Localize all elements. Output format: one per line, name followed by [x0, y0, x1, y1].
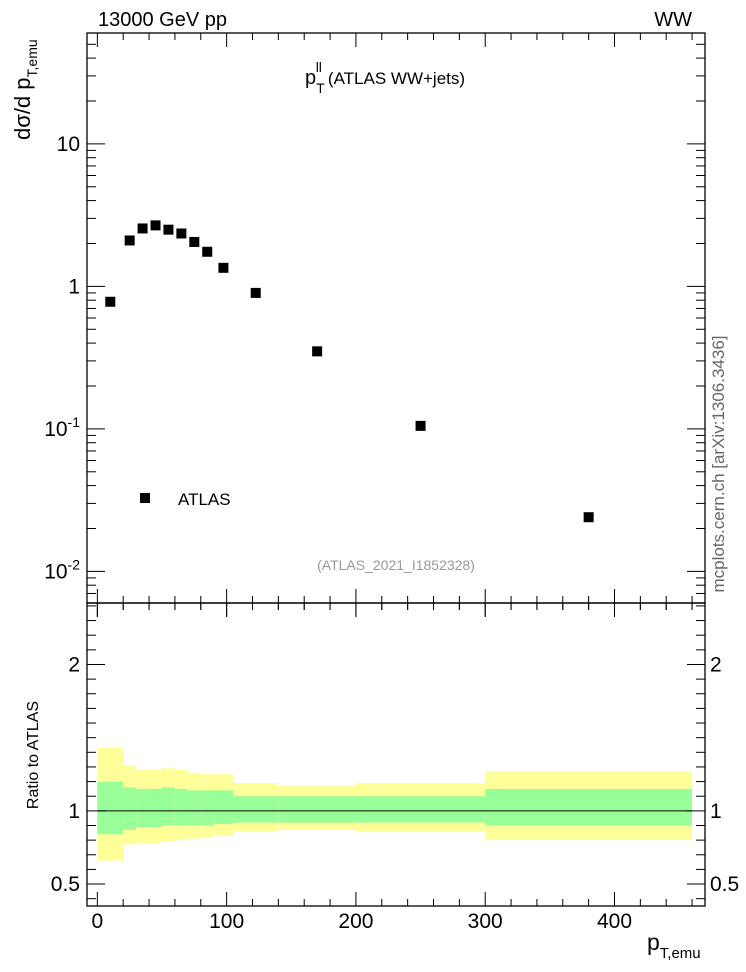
- y-tick-label-base: 1: [68, 275, 80, 298]
- data-point: [218, 262, 229, 273]
- y-tick-label: 10-1: [44, 414, 80, 441]
- y-tick-label-exponent: -2: [68, 556, 81, 572]
- ratio-inner-band-3: [149, 788, 162, 827]
- ratio-inner-band-8: [213, 790, 234, 825]
- x-axis-label-main: p: [647, 929, 660, 955]
- data-point: [176, 228, 187, 239]
- x-axis-label: pT,emu: [647, 929, 701, 962]
- data-point: [163, 224, 174, 235]
- data-point: [105, 296, 116, 307]
- ratio-inner-band-5: [174, 788, 188, 826]
- data-point: [150, 220, 161, 231]
- side-label: mcplots.cern.ch [arXiv:1306.3436]: [709, 335, 728, 592]
- y-tick-label-base: 10: [57, 133, 80, 156]
- y-tick-label-exponent: -1: [68, 414, 81, 430]
- y-axis-label-main: dσ/d p: [10, 77, 35, 140]
- ratio-inner-band-11: [355, 796, 486, 823]
- ratio-inner-band-12: [485, 788, 693, 826]
- data-point: [415, 420, 426, 431]
- data-point: [137, 223, 148, 234]
- data-point: [250, 287, 261, 298]
- legend-marker-atlas: [140, 493, 150, 503]
- ratio-plot-frame: [86, 602, 706, 907]
- data-point: [124, 235, 135, 246]
- x-tick-label: 0: [91, 910, 103, 933]
- y-tick-label: 10-2: [44, 556, 80, 583]
- ratio-bands: [97, 747, 693, 861]
- x-axis-label-sub: T,emu: [660, 945, 701, 962]
- ratio-y-axis-label: Ratio to ATLAS: [25, 701, 42, 809]
- header-right: WW: [654, 9, 692, 31]
- y-tick-label: 10: [57, 133, 80, 156]
- ratio-inner-band-0: [97, 781, 124, 835]
- y-tick-label-base: 10: [44, 418, 67, 441]
- plot-title-sup: ll: [316, 59, 322, 75]
- ratio-y-tick-label-right: 0.5: [710, 873, 739, 896]
- ratio-y-tick-label-right: 1: [710, 800, 722, 823]
- axis-ticks: [87, 32, 705, 906]
- plot-title-main: p: [305, 67, 316, 89]
- plot-title: pTll (ATLAS WW+jets): [305, 59, 465, 96]
- header-left: 13000 GeV pp: [98, 9, 227, 31]
- x-tick-label: 400: [597, 910, 632, 933]
- ratio-inner-band-4: [161, 787, 175, 826]
- ratio-inner-band-2: [136, 788, 150, 827]
- y-tick-label: 1: [68, 275, 80, 298]
- ratio-inner-band-9: [233, 796, 279, 823]
- data-point: [189, 236, 200, 247]
- ratio-y-tick-label-left: 0.5: [51, 873, 80, 896]
- analysis-label: (ATLAS_2021_I1852328): [317, 557, 475, 573]
- legend-label-atlas: ATLAS: [178, 490, 231, 509]
- ratio-y-tick-label-right: 2: [710, 653, 722, 676]
- plot-title-rest: (ATLAS WW+jets): [328, 69, 465, 88]
- x-tick-label: 300: [468, 910, 503, 933]
- ratio-y-tick-label-left: 1: [68, 800, 80, 823]
- data-points: [105, 220, 594, 523]
- data-point: [583, 512, 594, 523]
- y-axis-label-sub: T,emu: [24, 39, 40, 77]
- main-plot-frame: [86, 32, 706, 604]
- x-tick-label: 100: [209, 910, 244, 933]
- data-point: [202, 246, 213, 257]
- ratio-inner-band-10: [278, 796, 356, 823]
- ratio-y-tick-label-left: 2: [68, 653, 80, 676]
- data-point: [312, 346, 323, 357]
- ratio-inner-band-7: [200, 790, 214, 826]
- ratio-inner-band-6: [187, 790, 201, 826]
- y-axis-label: dσ/d pT,emu: [10, 39, 40, 140]
- ratio-inner-band-1: [123, 787, 137, 830]
- x-tick-label: 200: [338, 910, 373, 933]
- plot-title-sub: T: [316, 80, 325, 96]
- y-tick-label-base: 10: [44, 560, 67, 583]
